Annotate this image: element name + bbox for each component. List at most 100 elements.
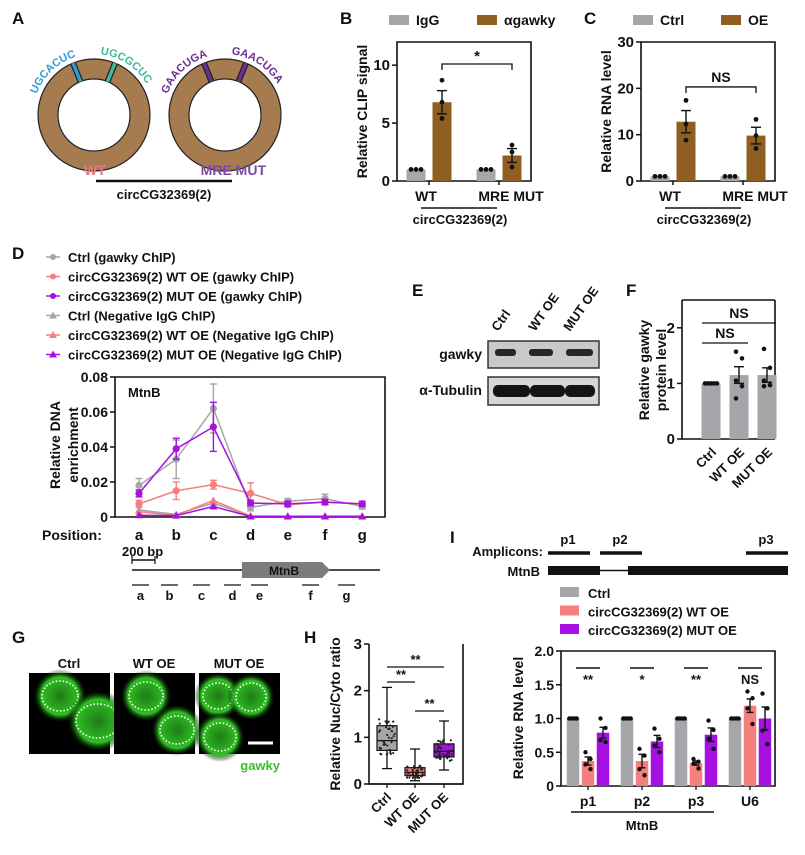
data-point: [413, 767, 416, 770]
legend-marker: [50, 254, 56, 260]
panel-i-chart: I Amplicons: MtnB p1 p2 p3 Ctrl circCG32369(2) …: [450, 528, 788, 833]
data-point: [603, 739, 608, 745]
data-point: [172, 511, 181, 519]
bar-2-p3: [704, 734, 718, 786]
gawky-band: [529, 349, 553, 356]
bar-2-p1: [596, 732, 610, 786]
data-point: [389, 752, 392, 755]
y-tick-label: 1.0: [535, 711, 555, 727]
y-tick-label: 2: [354, 683, 362, 700]
data-point: [421, 772, 424, 776]
data-point: [390, 737, 393, 740]
legend-swatch: [560, 605, 579, 616]
y-tick-label: 0: [382, 173, 390, 190]
legend-label: circCG32369(2) MUT OE (gawky ChIP): [68, 289, 302, 304]
data-point: [393, 732, 396, 735]
wt-circrna-ring-outer-edge: [37, 58, 151, 172]
mtnb-gene-label: MtnB: [269, 564, 299, 578]
group-label: MtnB: [626, 818, 659, 833]
legend-marker: [49, 350, 57, 358]
data-point: [727, 173, 733, 179]
data-point: [448, 759, 451, 762]
cell-cytoplasm: [227, 673, 275, 721]
data-point: [574, 716, 579, 721]
bar-0-U6: [728, 718, 742, 786]
y-axis-label: Relative Nuc/Cyto ratio: [327, 637, 343, 790]
y-tick-label: 0.08: [81, 369, 108, 385]
x-tick-label: p1: [580, 793, 597, 809]
image-label: WT OE: [133, 656, 176, 671]
data-point: [284, 500, 292, 508]
significance-label: **: [691, 672, 702, 687]
x-tick-label: MRE MUT: [478, 188, 544, 204]
data-point: [760, 691, 765, 696]
group-label: circCG32369(2): [657, 212, 752, 227]
legend-label: circCG32369(2) WT OE (gawky ChIP): [68, 270, 294, 285]
panel-letter: D: [12, 244, 24, 263]
legend-label: circCG32369(2) MUT OE: [588, 623, 737, 638]
data-point: [691, 756, 696, 762]
data-point: [711, 727, 716, 733]
data-point: [209, 502, 218, 510]
data-point: [753, 116, 759, 122]
x-tick-label: c: [209, 527, 217, 544]
data-point: [446, 753, 449, 756]
significance-bracket: [685, 86, 757, 93]
data-point: [745, 689, 750, 694]
x-tick-label: a: [135, 527, 144, 544]
y-tick-label: 1.5: [535, 677, 555, 693]
y-tick-label: 0.02: [81, 474, 108, 490]
data-point: [696, 766, 701, 771]
mre-site-1-marker: [71, 62, 83, 83]
data-point: [442, 739, 445, 742]
x-tick-label: WT: [659, 188, 681, 204]
panel-letter: I: [450, 528, 455, 547]
exon-2: [628, 566, 788, 575]
legend-swatch: [633, 15, 653, 25]
data-point: [652, 173, 658, 179]
data-point: [407, 772, 410, 775]
bar-WTOE: [729, 375, 749, 439]
panel-d-chart: D Ctrl (gawky ChIP) circCG32369(2) WT OE (…: [12, 244, 386, 603]
legend-label: Ctrl (gawky ChIP): [68, 250, 176, 265]
bar-0-p2: [620, 718, 634, 786]
mut-site-1-marker: [202, 62, 214, 83]
y-axis-label: Relative RNA level: [510, 657, 526, 779]
data-point: [434, 751, 438, 754]
data-point: [683, 137, 689, 143]
bar-MUTOE: [757, 375, 777, 439]
data-point: [416, 766, 420, 769]
x-tick-label: b: [172, 527, 181, 544]
data-point: [383, 742, 386, 745]
panel-letter: A: [12, 9, 24, 28]
data-point: [437, 754, 440, 757]
data-point: [733, 349, 739, 355]
bar-2-U6: [758, 718, 772, 786]
data-point: [135, 511, 143, 519]
data-point: [662, 173, 668, 179]
significance-label: *: [639, 672, 645, 687]
x-tick-label: p3: [688, 793, 705, 809]
y-tick-label: 0.5: [535, 744, 555, 760]
legend-swatch: [721, 15, 741, 25]
data-point: [767, 382, 773, 388]
data-point: [405, 774, 409, 777]
mre-site-2-marker: [105, 62, 117, 83]
data-point: [439, 116, 445, 121]
data-point: [378, 730, 381, 733]
data-point: [321, 512, 329, 520]
data-point: [415, 770, 418, 773]
y-tick-label: 1: [667, 375, 675, 392]
amplicon-label: p2: [612, 532, 627, 547]
data-point: [411, 776, 415, 779]
x-tick-label: p2: [634, 793, 651, 809]
bar-IgG-1: [476, 169, 496, 181]
data-point: [683, 97, 689, 103]
data-point: [406, 776, 409, 779]
image-label: MUT OE: [214, 656, 265, 671]
y-tick-label: 0: [546, 778, 554, 794]
data-point: [385, 721, 388, 725]
data-point: [391, 725, 395, 728]
